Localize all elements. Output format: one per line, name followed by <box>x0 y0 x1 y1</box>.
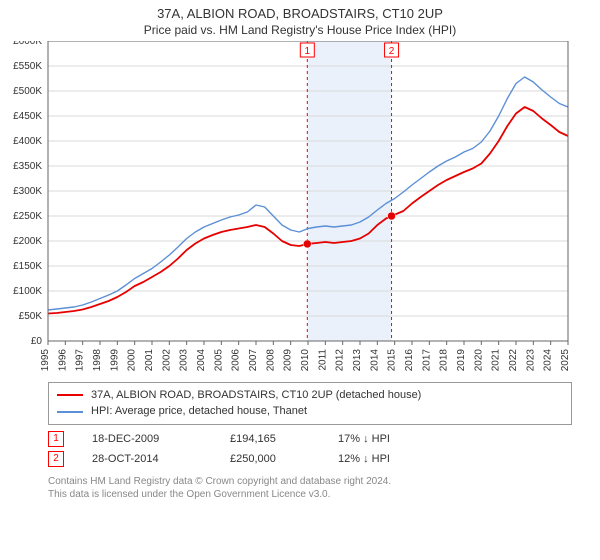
y-tick-label: £600K <box>13 41 42 47</box>
x-tick-label: 2001 <box>144 348 155 370</box>
marker-row: 1 18-DEC-2009 £194,165 17% ↓ HPI <box>48 429 572 449</box>
attribution-line-2: This data is licensed under the Open Gov… <box>48 488 572 501</box>
x-tick-label: 2022 <box>508 348 519 370</box>
chart-subtitle: Price paid vs. HM Land Registry's House … <box>0 23 600 41</box>
attribution-line-1: Contains HM Land Registry data © Crown c… <box>48 475 572 488</box>
marker-date: 28-OCT-2014 <box>92 453 202 465</box>
x-tick-label: 2002 <box>161 348 172 370</box>
x-tick-label: 2010 <box>300 348 311 370</box>
x-tick-label: 2000 <box>127 348 138 370</box>
x-tick-label: 1996 <box>57 348 68 370</box>
legend-label: HPI: Average price, detached house, Than… <box>91 403 307 420</box>
marker-price: £250,000 <box>230 453 310 465</box>
x-tick-label: 1998 <box>92 348 103 370</box>
chart-title: 37A, ALBION ROAD, BROADSTAIRS, CT10 2UP <box>0 0 600 23</box>
x-tick-label: 2014 <box>369 348 380 370</box>
y-tick-label: £150K <box>13 261 42 272</box>
sale-marker <box>388 212 396 220</box>
x-tick-label: 2009 <box>283 348 294 370</box>
x-tick-label: 2025 <box>560 348 571 370</box>
x-tick-label: 2008 <box>265 348 276 370</box>
x-tick-label: 2003 <box>179 348 190 370</box>
marker-hpi-delta: 12% ↓ HPI <box>338 453 428 465</box>
legend-box: 37A, ALBION ROAD, BROADSTAIRS, CT10 2UP … <box>48 382 572 425</box>
markers-table: 1 18-DEC-2009 £194,165 17% ↓ HPI 2 28-OCT-201… <box>48 429 572 469</box>
y-tick-label: £450K <box>13 111 42 122</box>
x-tick-label: 2011 <box>317 348 328 370</box>
legend-row: HPI: Average price, detached house, Than… <box>57 403 563 420</box>
x-tick-label: 2023 <box>525 348 536 370</box>
price-chart: £0 £50K £100K £150K £200K £250K £300K £350K £400… <box>0 41 600 371</box>
x-tick-label: 2024 <box>543 348 554 370</box>
x-tick-label: 2005 <box>213 348 224 370</box>
sale-marker <box>303 240 311 248</box>
marker-price: £194,165 <box>230 433 310 445</box>
marker-badge: 2 <box>48 451 64 467</box>
legend-swatch <box>57 411 83 413</box>
x-tick-label: 2004 <box>196 348 207 370</box>
x-tick-label: 2019 <box>456 348 467 370</box>
marker-badge-1: 1 <box>305 46 311 57</box>
legend-swatch <box>57 394 83 396</box>
x-tick-label: 2018 <box>439 348 450 370</box>
y-tick-label: £0 <box>31 336 43 347</box>
marker-hpi-delta: 17% ↓ HPI <box>338 433 428 445</box>
legend-label: 37A, ALBION ROAD, BROADSTAIRS, CT10 2UP … <box>91 387 421 404</box>
y-tick-label: £400K <box>13 136 42 147</box>
y-tick-label: £350K <box>13 161 42 172</box>
x-tick-label: 2013 <box>352 348 363 370</box>
y-tick-label: £50K <box>19 311 43 322</box>
legend-row: 37A, ALBION ROAD, BROADSTAIRS, CT10 2UP … <box>57 387 563 404</box>
marker-row: 2 28-OCT-2014 £250,000 12% ↓ HPI <box>48 449 572 469</box>
x-tick-label: 2012 <box>335 348 346 370</box>
y-tick-label: £250K <box>13 211 42 222</box>
x-tick-label: 2016 <box>404 348 415 370</box>
y-tick-label: £500K <box>13 86 42 97</box>
x-tick-label: 2017 <box>421 348 432 370</box>
y-tick-label: £550K <box>13 61 42 72</box>
marker-badge-2: 2 <box>389 46 395 57</box>
y-tick-label: £200K <box>13 236 42 247</box>
y-tick-label: £100K <box>13 286 42 297</box>
x-tick-label: 1997 <box>75 348 86 370</box>
marker-date: 18-DEC-2009 <box>92 433 202 445</box>
x-tick-label: 2020 <box>473 348 484 370</box>
x-tick-label: 2021 <box>491 348 502 370</box>
attribution: Contains HM Land Registry data © Crown c… <box>48 475 572 501</box>
x-tick-label: 2006 <box>231 348 242 370</box>
marker-badge: 1 <box>48 431 64 447</box>
y-tick-label: £300K <box>13 186 42 197</box>
x-tick-label: 1995 <box>40 348 51 370</box>
x-tick-label: 2015 <box>387 348 398 370</box>
x-tick-label: 1999 <box>109 348 120 370</box>
x-tick-label: 2007 <box>248 348 259 370</box>
